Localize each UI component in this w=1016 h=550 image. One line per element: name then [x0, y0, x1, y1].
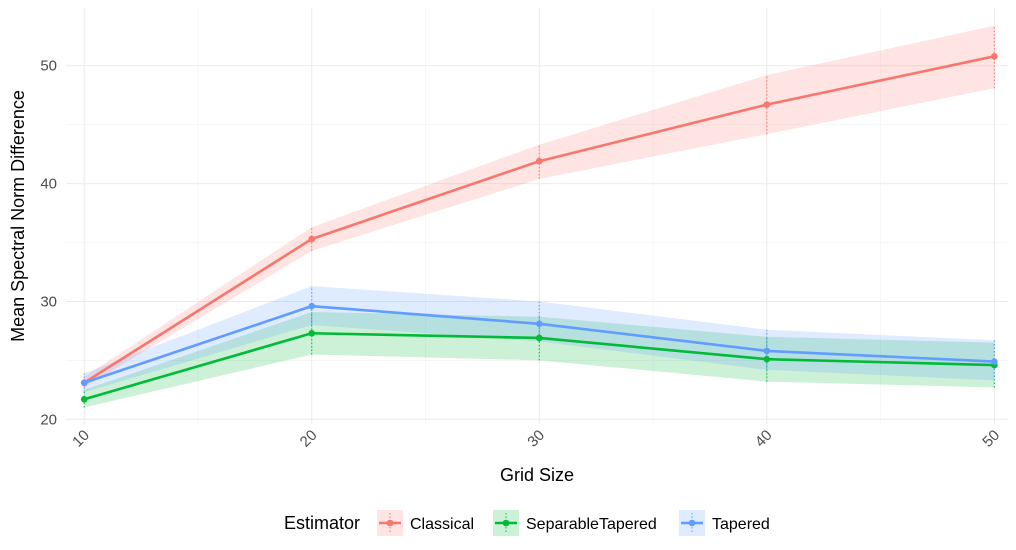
point-tapered: [763, 347, 771, 355]
x-tick-labels: 10 20 30 40 50: [69, 427, 1003, 451]
y-tick-label: 40: [40, 176, 57, 193]
y-tick-label: 50: [40, 58, 57, 75]
x-axis-title: Grid Size: [500, 465, 574, 485]
x-tick-label: 50: [979, 427, 1003, 451]
y-tick-label: 30: [40, 293, 57, 310]
point-classical: [535, 157, 543, 165]
point-separabletapered: [535, 334, 543, 342]
x-tick-label: 20: [297, 427, 321, 451]
point-classical: [991, 53, 998, 60]
legend: Estimator Classical SeparableTapered Taper…: [284, 510, 770, 536]
point-separabletapered: [763, 355, 771, 363]
point-separabletapered: [308, 329, 316, 337]
y-tick-label: 20: [40, 411, 57, 428]
legend-point-separabletapered: [502, 519, 510, 527]
y-axis-title: Mean Spectral Norm Difference: [8, 90, 28, 342]
x-tick-label: 40: [752, 427, 776, 451]
legend-label-classical: Classical: [410, 516, 474, 533]
point-classical: [763, 101, 771, 108]
legend-point-classical: [386, 519, 394, 527]
point-tapered: [308, 302, 316, 310]
point-tapered: [535, 320, 543, 328]
point-classical: [308, 235, 316, 243]
point-tapered: [991, 358, 998, 365]
x-tick-label: 10: [69, 427, 93, 451]
x-tick-label: 30: [524, 427, 548, 451]
data-points: [80, 53, 998, 403]
point-tapered: [80, 379, 88, 387]
point-separabletapered: [80, 395, 88, 403]
legend-title: Estimator: [284, 513, 360, 533]
y-tick-labels: 20 30 40 50: [40, 58, 57, 429]
legend-label-separabletapered: SeparableTapered: [526, 516, 657, 533]
legend-label-tapered: Tapered: [712, 516, 770, 533]
legend-point-tapered: [688, 519, 696, 527]
